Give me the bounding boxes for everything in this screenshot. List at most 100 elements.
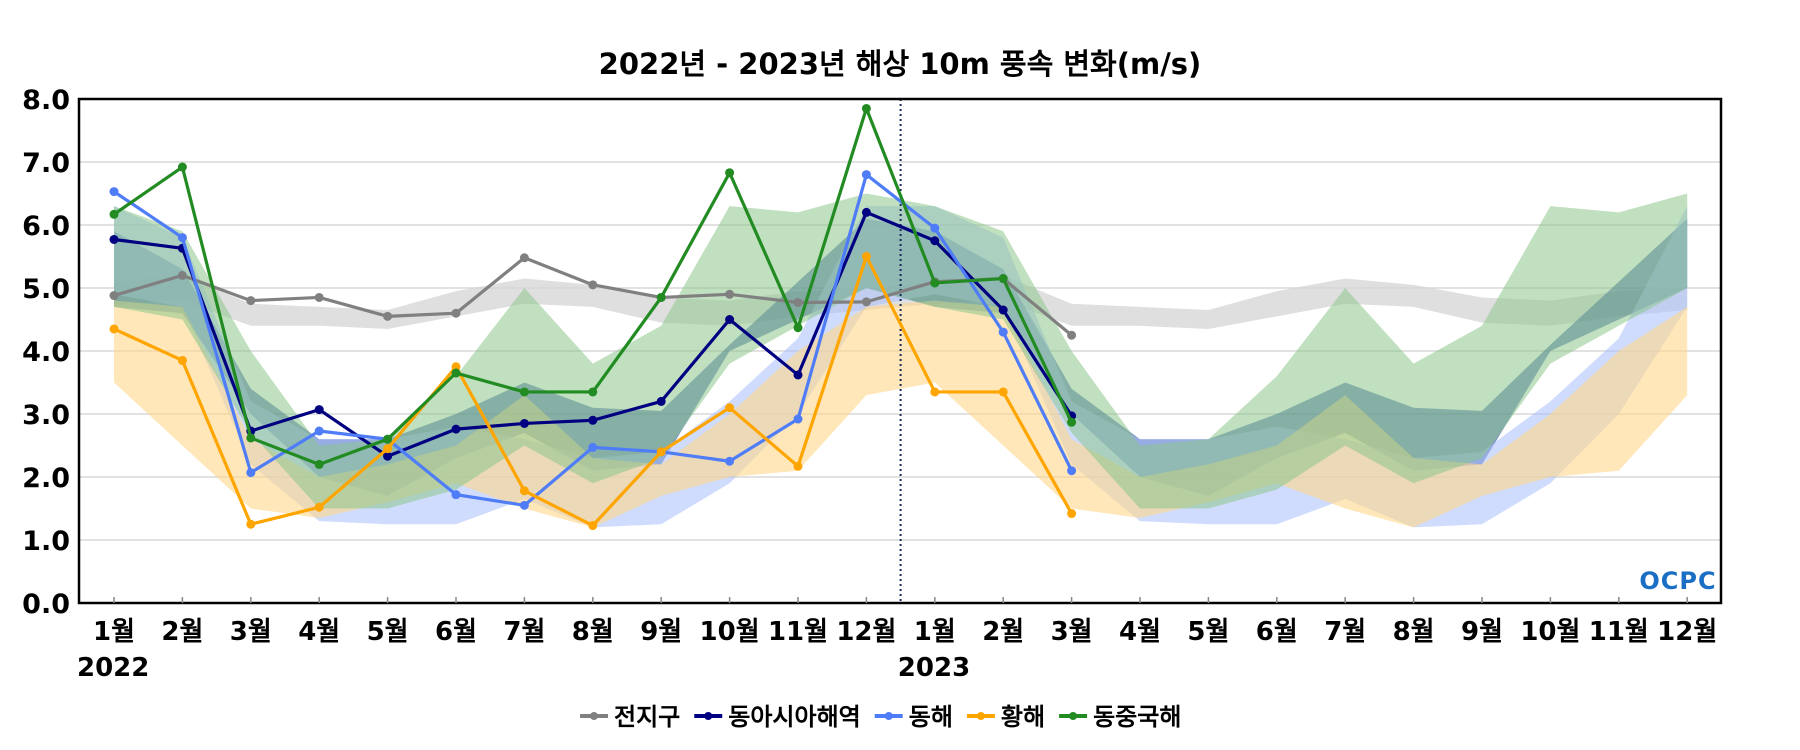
data-point (793, 414, 803, 424)
x-tick-label: 4월 (1119, 617, 1161, 647)
data-point (1067, 466, 1077, 476)
data-point (177, 233, 187, 243)
data-point (588, 387, 598, 397)
data-point (314, 502, 324, 512)
ocpc-logo: OCPC (1639, 567, 1716, 595)
x-tick-label: 2월 (982, 617, 1024, 647)
data-point (246, 468, 256, 478)
data-point (519, 500, 529, 510)
data-point (793, 370, 803, 380)
year-label: 2022 (77, 653, 149, 683)
data-point (109, 187, 119, 197)
legend-marker (590, 712, 598, 720)
data-point (930, 223, 940, 233)
data-point (383, 434, 393, 444)
data-point (656, 292, 666, 302)
data-point (725, 403, 735, 413)
x-tick-label: 8월 (572, 617, 614, 647)
series-lines (109, 103, 1077, 531)
data-point (656, 447, 666, 457)
data-point (314, 405, 324, 415)
data-point (177, 270, 187, 280)
data-point (383, 444, 393, 454)
legend-marker (884, 712, 893, 720)
data-point (1067, 330, 1077, 340)
data-point (861, 207, 871, 217)
data-point (519, 387, 529, 397)
legend: 전지구 동아시아해역 동해 황해 동중국해 (580, 703, 1181, 731)
legend-label: 동해 (909, 703, 953, 731)
band-0 (114, 275, 1688, 329)
bands (114, 193, 1688, 528)
data-point (109, 324, 119, 334)
y-tick-label: 6.0 (22, 211, 70, 242)
data-point (177, 355, 187, 365)
y-tick-label: 4.0 (22, 337, 70, 368)
data-point (246, 296, 256, 306)
x-tick-label: 9월 (1461, 617, 1503, 647)
legend-label: 전지구 (614, 703, 680, 731)
x-tick-label: 11월 (1589, 617, 1649, 647)
plot-frame (77, 97, 1723, 605)
data-point (383, 311, 393, 321)
x-tick-label: 1월 (93, 617, 135, 647)
data-point (1067, 509, 1077, 519)
x-tick-label: 11월 (768, 617, 828, 647)
legend-marker (976, 712, 985, 720)
x-tick-label: 7월 (503, 617, 545, 647)
x-tick-label: 3월 (1051, 617, 1093, 647)
legend-label: 동아시아해역 (728, 703, 860, 731)
data-point (725, 289, 735, 299)
data-point (588, 415, 598, 425)
x-tick-label: 5월 (1187, 617, 1229, 647)
data-point (861, 297, 871, 307)
data-point (861, 103, 871, 113)
data-point (246, 519, 256, 529)
y-tick-label: 0.0 (22, 589, 70, 620)
data-point (109, 234, 119, 244)
x-tick-label: 5월 (367, 617, 409, 647)
data-point (588, 280, 598, 290)
data-point (314, 426, 324, 436)
data-point (519, 418, 529, 428)
data-point (656, 396, 666, 406)
data-point (998, 274, 1008, 284)
x-tick-label: 10월 (1520, 617, 1580, 647)
y-tick-label: 2.0 (22, 463, 70, 494)
data-point (588, 521, 598, 531)
x-tick-label: 6월 (1256, 617, 1298, 647)
legend-label: 황해 (1001, 703, 1045, 731)
data-point (383, 451, 393, 461)
data-point (519, 253, 529, 263)
x-axis: 1월 2월 3월 4월 5월 6월 7월 8월 9월 10월 11월 12월 1월 2월 3월 4월 5월 6월 7… (77, 597, 1717, 683)
data-point (930, 236, 940, 246)
legend-marker (704, 712, 713, 720)
data-point (793, 323, 803, 333)
data-point (451, 424, 461, 434)
y-tick-label: 1.0 (22, 526, 70, 557)
chart-title: 2022년 - 2023년 해상 10m 풍속 변화(m/s) (599, 47, 1202, 81)
x-tick-label: 4월 (298, 617, 340, 647)
y-tick-label: 7.0 (22, 148, 70, 179)
data-point (861, 170, 871, 180)
data-point (725, 168, 735, 178)
data-point (451, 308, 461, 318)
x-tick-label: 9월 (640, 617, 682, 647)
data-point (725, 315, 735, 324)
data-point (246, 433, 256, 443)
legend-marker (1069, 712, 1078, 720)
x-tick-label: 12월 (1657, 617, 1717, 647)
x-tick-label: 6월 (435, 617, 477, 647)
data-point (998, 387, 1008, 397)
x-tick-label: 8월 (1393, 617, 1435, 647)
data-point (998, 305, 1008, 315)
data-point (177, 162, 187, 172)
data-point (1067, 417, 1077, 427)
legend-label: 동중국해 (1093, 703, 1181, 731)
band-4 (114, 193, 1688, 509)
data-point (998, 327, 1008, 337)
x-tick-label: 1월 (914, 617, 956, 647)
data-point (451, 362, 461, 372)
y-tick-label: 3.0 (22, 400, 70, 431)
